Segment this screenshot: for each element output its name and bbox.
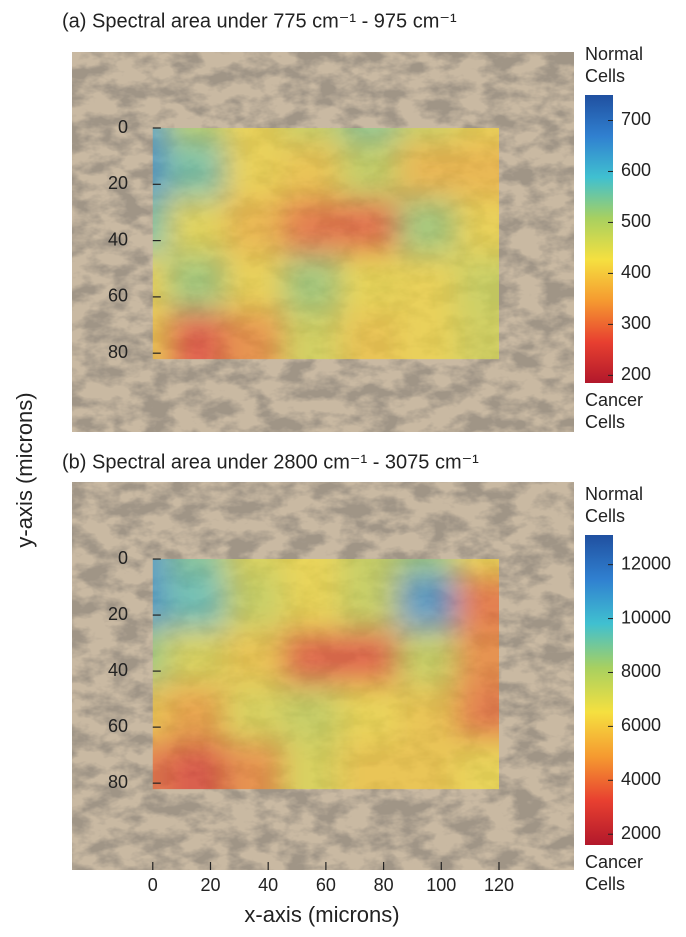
x-axis-label: x-axis (microns) <box>244 902 399 927</box>
colorbar-tick-label: 200 <box>621 364 651 384</box>
heatmap-cells <box>152 559 499 790</box>
y-tick-label: 60 <box>108 286 128 306</box>
colorbar-top-label: Cells <box>585 66 625 86</box>
x-tick-label: 80 <box>374 875 394 895</box>
colorbar-tick-label: 400 <box>621 262 651 282</box>
colorbar-tick-label: 700 <box>621 109 651 129</box>
colorbar-tick-label: 12000 <box>621 553 671 573</box>
heatmap <box>152 559 499 790</box>
colorbar-tick-label: 2000 <box>621 823 661 843</box>
colorbar-bottom-label: Cells <box>585 874 625 894</box>
y-tick-label: 60 <box>108 716 128 736</box>
y-tick-label: 40 <box>108 229 128 249</box>
y-tick-label: 80 <box>108 772 128 792</box>
colorbar-bottom-label: Cancer <box>585 390 643 410</box>
colorbar-top-label: Normal <box>585 44 643 64</box>
y-tick-label: 0 <box>118 117 128 137</box>
colorbar-tick-label: 600 <box>621 160 651 180</box>
heatmap-cells <box>152 128 499 360</box>
colorbar-tick-label: 4000 <box>621 769 661 789</box>
colorbar <box>585 95 613 383</box>
y-tick-label: 20 <box>108 604 128 624</box>
colorbar-tick-label: 8000 <box>621 661 661 681</box>
x-tick-label: 120 <box>484 875 514 895</box>
colorbar-bottom-label: Cancer <box>585 852 643 872</box>
y-axis-label: y-axis (microns) <box>12 392 37 547</box>
y-tick-label: 20 <box>108 173 128 193</box>
x-tick-label: 60 <box>316 875 336 895</box>
colorbar-top-label: Cells <box>585 506 625 526</box>
colorbar-bottom-label: Cells <box>585 412 625 432</box>
x-tick-label: 100 <box>426 875 456 895</box>
y-tick-label: 40 <box>108 660 128 680</box>
panel-title: (b) Spectral area under 2800 cm⁻¹ - 3075… <box>62 451 479 473</box>
colorbar-tick-label: 500 <box>621 211 651 231</box>
colorbar-tick-label: 10000 <box>621 607 671 627</box>
colorbar-tick-label: 6000 <box>621 715 661 735</box>
x-tick-label: 20 <box>200 875 220 895</box>
y-tick-label: 0 <box>118 548 128 568</box>
heatmap <box>152 128 499 360</box>
heatmap-cell <box>455 310 499 360</box>
colorbar <box>585 535 613 845</box>
x-tick-label: 40 <box>258 875 278 895</box>
y-tick-label: 80 <box>108 342 128 362</box>
colorbar-top-label: Normal <box>585 484 643 504</box>
x-tick-label: 0 <box>148 875 158 895</box>
panel-title: (a) Spectral area under 775 cm⁻¹ - 975 c… <box>62 10 457 32</box>
heatmap-cell <box>455 741 499 790</box>
colorbar-tick-label: 300 <box>621 313 651 333</box>
